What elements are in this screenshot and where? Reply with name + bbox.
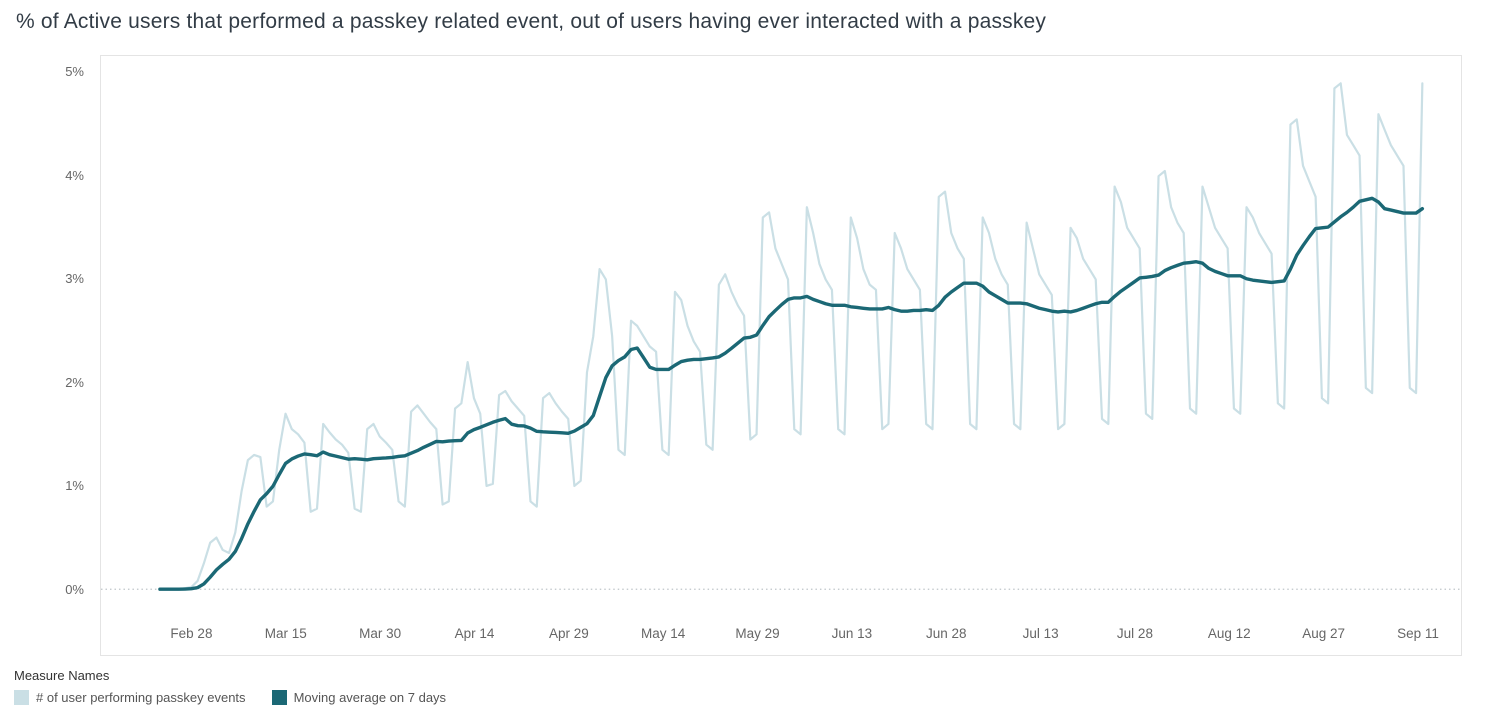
chart-title: % of Active users that performed a passk…	[16, 10, 1047, 33]
legend-label-daily-series: # of user performing passkey events	[36, 690, 246, 705]
y-tick-label: 0%	[65, 582, 84, 597]
x-tick-label: Sep 11	[1397, 626, 1439, 641]
x-tick-label: Jun 28	[925, 626, 967, 641]
plot-frame: Feb 28 Mar 15 Mar 30 Apr 14 Apr 29 May 14 May …	[100, 55, 1462, 656]
x-tick-label: Apr 29	[548, 626, 589, 641]
y-tick-label: 3%	[65, 271, 84, 287]
x-tick-label: Jul 13	[1022, 626, 1059, 641]
legend-swatch-daily-series	[14, 690, 29, 705]
x-tick-label: Feb 28	[170, 626, 213, 641]
y-tick-label: 2%	[65, 374, 84, 390]
x-tick-label: Aug 12	[1207, 626, 1251, 641]
x-tick-label: Jun 13	[831, 626, 873, 641]
y-tick-label: 4%	[65, 167, 84, 183]
x-tick-label: Mar 15	[264, 626, 307, 641]
x-tick-label: Aug 27	[1302, 626, 1346, 641]
line-chart[interactable]	[101, 56, 1461, 655]
y-axis-ticks: 0% 1% 2% 3% 4% 5%	[30, 55, 92, 656]
x-tick-label: May 29	[735, 626, 780, 641]
y-tick-label: 1%	[65, 478, 84, 494]
x-tick-label: Apr 14	[454, 626, 495, 641]
legend-items: # of user performing passkey events Movi…	[14, 690, 446, 705]
legend-title: Measure Names	[14, 668, 110, 683]
legend-label-moving-average: Moving average on 7 days	[293, 690, 447, 705]
legend-item-daily-series[interactable]: # of user performing passkey events	[14, 690, 246, 705]
legend-swatch-moving-average	[271, 690, 287, 705]
x-tick-label: May 14	[641, 626, 686, 641]
x-tick-label: Mar 30	[359, 626, 402, 641]
x-tick-label: Jul 28	[1116, 626, 1153, 641]
legend: Measure Names # of user performing passk…	[14, 668, 446, 705]
legend-item-moving-average[interactable]: Moving average on 7 days	[271, 690, 447, 705]
y-tick-label: 5%	[65, 64, 84, 79]
